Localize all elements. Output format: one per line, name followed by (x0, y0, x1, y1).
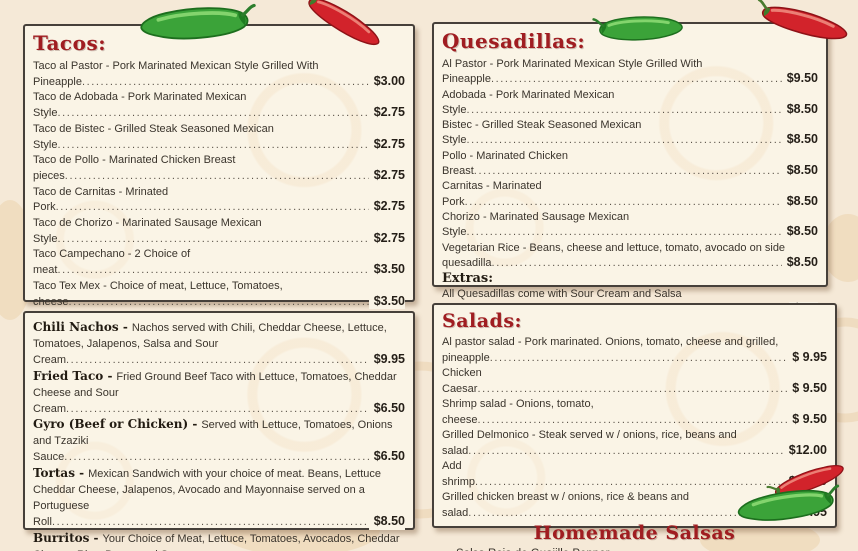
menu-item-row: Shrimp salad - Onions, tomato, cheese$ 9… (442, 397, 827, 428)
item-description: Taco de Carnitas - Mrinated Pork (33, 186, 405, 214)
item-price: $12.00 (783, 442, 827, 458)
item-description: Al Pastor - Pork Marinated Mexican Style… (442, 58, 818, 85)
item-description: Taco de Adobada - Pork Marinated Mexican… (33, 91, 405, 119)
quesadillas-note: All Quesadillas come with Sour Cream and… (442, 287, 682, 300)
menu-item-row: Bistec - Grilled Steak Seasoned Mexican … (442, 118, 818, 149)
item-price: $3.00 (368, 73, 405, 90)
item-price: $8.50 (781, 193, 818, 209)
specialties-panel: Chili Nachos - Nachos served with Chili, … (23, 311, 415, 551)
menu-item-row: Tortas - Mexican Sandwich with your choic… (33, 466, 405, 531)
salsas-list: Salsa Roja de Guajillo Pepper Salsa Verd… (442, 547, 827, 551)
menu-item-row: Grilled Delmonico - Steak served w / oni… (442, 428, 827, 459)
item-description: Chicken Caesar (442, 367, 827, 395)
menu-item-row: Taco de Bistec - Grilled Steak Seasoned … (33, 122, 405, 153)
item-description: Taco de Chorizo - Marinated Sausage Mexi… (33, 217, 405, 245)
menu-item-row: Taco de Pollo - Marinated Chicken Breast… (33, 153, 405, 184)
specialties-item-list: Chili Nachos - Nachos served with Chili, … (33, 320, 405, 551)
menu-item-row: Burritos - Your Choice of Meat, Lettuce, … (33, 531, 405, 551)
green-chili-icon (138, 3, 258, 42)
item-price: $2.75 (368, 105, 405, 121)
item-price: $8.50 (368, 513, 405, 530)
menu-item-row: Taco al Pastor - Pork Marinated Mexican … (33, 59, 405, 90)
item-description: Grilled Delmonico - Steak served w / oni… (442, 429, 827, 457)
item-description: Tortas - Mexican Sandwich with your choic… (33, 466, 405, 528)
item-price: $3.50 (368, 262, 405, 278)
menu-item-row: Taco de Adobada - Pork Marinated Mexican… (33, 90, 405, 121)
item-description: Al pastor salad - Pork marinated. Onions… (442, 336, 827, 364)
menu-item-row: Vegetarian Rice - Beans, cheese and lett… (442, 241, 818, 272)
menu-item-row: Fried Taco - Fried Ground Beef Taco with … (33, 369, 405, 418)
menu-item-row: Taco de Chorizo - Marinated Sausage Mexi… (33, 216, 405, 247)
homemade-salsas-title: Homemade Salsas (533, 522, 736, 544)
item-description: Carnitas - Marinated Pork (442, 180, 818, 207)
item-description: Burritos - Your Choice of Meat, Lettuce, … (33, 530, 405, 551)
item-description: Pollo - Marinated Chicken Breast (442, 150, 818, 177)
menu-item-row: Taco de Carnitas - Mrinated Pork$2.75 (33, 185, 405, 216)
item-description: Fried Taco - Fried Ground Beef Taco with … (33, 368, 405, 415)
tacos-title: Tacos: (33, 31, 107, 55)
item-name: Burritos - (33, 530, 99, 545)
quesadillas-title: Quesadillas: (442, 29, 586, 53)
item-description: Taco de Bistec - Grilled Steak Seasoned … (33, 123, 405, 151)
menu-item-row: Taco Tex Mex - Choice of meat, Lettuce, … (33, 279, 405, 310)
menu-item-row: Al pastor salad - Pork marinated. Onions… (442, 335, 827, 366)
menu-item-row: Carnitas - Marinated Pork$8.50 (442, 179, 818, 210)
item-price: $ 9.95 (787, 349, 827, 365)
item-description: Taco de Pollo - Marinated Chicken Breast… (33, 154, 405, 182)
item-price: $8.50 (781, 163, 818, 179)
tacos-panel: Tacos: Taco al Pastor - Pork Marinated M… (23, 24, 415, 449)
item-description: Taco Campechano - 2 Choice of meat (33, 248, 405, 276)
item-price: $2.75 (368, 199, 405, 216)
salsa-item: Salsa Roja de Guajillo Pepper (442, 547, 827, 551)
quesadillas-item-list: Al Pastor - Pork Marinated Mexican Style… (442, 57, 818, 271)
menu-item-row: Chorizo - Marinated Sausage Mexican Styl… (442, 210, 818, 241)
menu-item-row: Taco Campechano - 2 Choice of meat$3.50 (33, 247, 405, 278)
salads-title: Salads: (442, 310, 523, 332)
menu-item-row: Pollo - Marinated Chicken Breast$8.50 (442, 149, 818, 180)
item-description: Taco al Pastor - Pork Marinated Mexican … (33, 60, 405, 88)
menu-item-row: Gyro (Beef or Chicken) - Served with Lett… (33, 417, 405, 466)
item-name: Gyro (Beef or Chicken) - (33, 417, 198, 432)
item-price: $8.50 (781, 132, 818, 148)
item-description: Chili Nachos - Nachos served with Chili, … (33, 320, 405, 366)
item-description: Chorizo - Marinated Sausage Mexican Styl… (442, 211, 818, 238)
item-price: $6.50 (368, 400, 405, 417)
item-price: $6.50 (368, 449, 405, 466)
item-price: $9.50 (781, 71, 818, 87)
menu-item-row: Chicken Caesar$ 9.50 (442, 366, 827, 397)
menu-item-row: Chili Nachos - Nachos served with Chili, … (33, 320, 405, 369)
quesadillas-panel: Quesadillas: Al Pastor - Pork Marinated … (432, 22, 828, 392)
menu-item-row: Adobada - Pork Marinated Mexican Style$8… (442, 88, 818, 119)
item-description: Shrimp salad - Onions, tomato, cheese (442, 398, 827, 426)
item-name: Fried Taco - (33, 368, 113, 383)
item-price: $8.50 (781, 101, 818, 118)
quesadillas-extras-label: Extras: (442, 271, 494, 287)
item-price: $3.50 (368, 293, 405, 310)
item-price: $2.75 (368, 167, 405, 184)
item-price: $8.50 (781, 254, 818, 271)
menu-item-row: Al Pastor - Pork Marinated Mexican Style… (442, 57, 818, 88)
item-price: $2.75 (368, 230, 405, 247)
item-description: Bistec - Grilled Steak Seasoned Mexican … (442, 119, 818, 146)
item-description: Gyro (Beef or Chicken) - Served with Lett… (33, 417, 405, 463)
item-price: $ 9.50 (787, 380, 827, 396)
item-price: $8.50 (781, 224, 818, 240)
item-price: $2.75 (368, 136, 405, 153)
item-price: $ 9.50 (787, 411, 827, 427)
item-description: Adobada - Pork Marinated Mexican Style (442, 89, 818, 116)
tacos-item-list: Taco al Pastor - Pork Marinated Mexican … (33, 59, 405, 342)
item-name: Tortas - (33, 466, 85, 481)
item-description: Taco Tex Mex - Choice of meat, Lettuce, … (33, 280, 405, 308)
item-price: $9.95 (368, 351, 405, 368)
item-description: Vegetarian Rice - Beans, cheese and lett… (442, 242, 818, 269)
item-name: Chili Nachos - (33, 320, 128, 334)
